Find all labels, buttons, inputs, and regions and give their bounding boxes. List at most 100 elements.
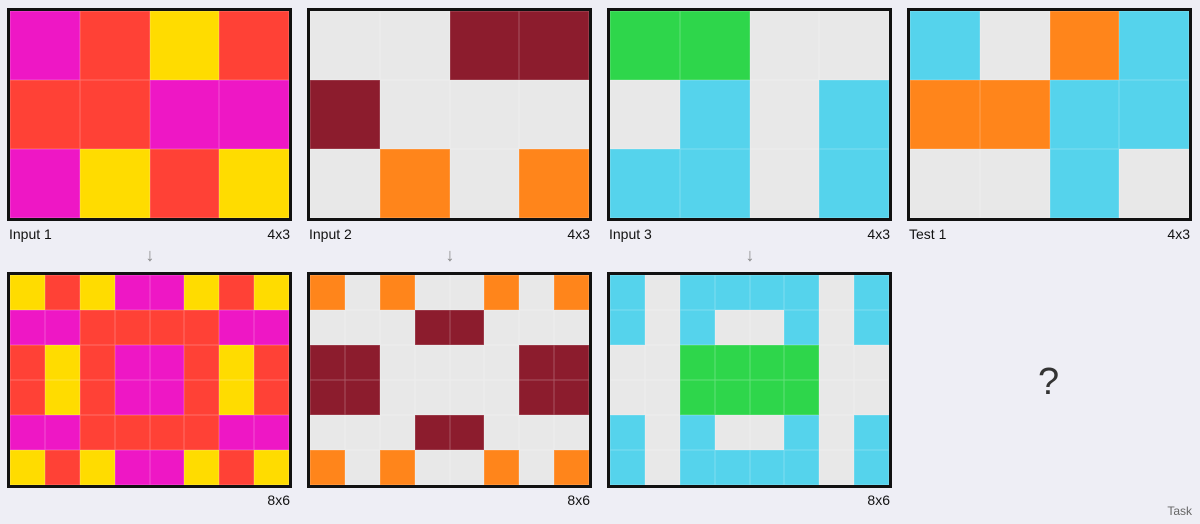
grid-cell [449, 450, 485, 485]
grid-cell [184, 450, 220, 485]
grid-cell [310, 275, 345, 310]
grid-cell [679, 345, 715, 380]
grid-cell [484, 345, 520, 380]
grid-cell [344, 275, 380, 310]
grid-cell [979, 11, 1050, 80]
grid-cell [449, 380, 485, 415]
grid-cell [414, 380, 450, 415]
grid-cell [519, 345, 555, 380]
grid-cell [219, 80, 289, 149]
grid-cell [714, 450, 750, 485]
grid-cell [484, 415, 520, 450]
grid-cell [1119, 149, 1189, 218]
grid-cell [679, 415, 715, 450]
grid-cell [784, 345, 820, 380]
grid-cell [310, 380, 345, 415]
grid-cell [310, 345, 345, 380]
grid-cell [519, 415, 555, 450]
grid-cell [644, 415, 680, 450]
grid-cell [184, 380, 220, 415]
grid-cell [1119, 80, 1189, 149]
grid-cell [379, 415, 415, 450]
grid-cell [414, 450, 450, 485]
grid-cell [10, 11, 80, 80]
test-1-grid [907, 8, 1192, 221]
grid-cell [79, 310, 115, 345]
grid-cell [554, 310, 589, 345]
grid-cell [310, 450, 345, 485]
grid-cell [449, 415, 485, 450]
grid-cell [79, 149, 150, 218]
grid-cell [554, 345, 589, 380]
grid-cell [149, 380, 185, 415]
grid-cell [644, 380, 680, 415]
input-2-label: Input 2 [309, 226, 352, 242]
grid-cell [149, 80, 220, 149]
unknown-output-mark: ? [1038, 361, 1060, 403]
grid-cell [854, 345, 889, 380]
grid-cell [819, 11, 889, 80]
grid-cell [344, 415, 380, 450]
grid-cell [819, 80, 889, 149]
grid-cell [554, 415, 589, 450]
grid-cell [749, 149, 820, 218]
grid-cell [379, 380, 415, 415]
grid-cell [79, 415, 115, 450]
grid-cell [484, 380, 520, 415]
grid-cell [114, 345, 150, 380]
grid-cell [749, 450, 785, 485]
input-3-grid [607, 8, 892, 221]
grid-cell [610, 80, 680, 149]
input-3-label: Input 3 [609, 226, 652, 242]
grid-cell [379, 275, 415, 310]
grid-cell [10, 310, 45, 345]
grid-cell [679, 450, 715, 485]
grid-cell [10, 415, 45, 450]
arrow-down-icon: ↓ [745, 245, 755, 265]
grid-cell [979, 80, 1050, 149]
grid-cell [714, 310, 750, 345]
grid-cell [819, 450, 855, 485]
grid-cell [610, 149, 680, 218]
input-1-label: Input 1 [9, 226, 52, 242]
grid-cell [644, 450, 680, 485]
grid-cell [254, 450, 289, 485]
grid-cell [219, 415, 255, 450]
grid-cell [219, 275, 255, 310]
test-1-label: Test 1 [909, 226, 947, 242]
grid-cell [114, 450, 150, 485]
grid-cell [44, 450, 80, 485]
grid-cell [854, 275, 889, 310]
grid-cell [819, 415, 855, 450]
grid-cell [610, 11, 680, 80]
grid-cell [449, 345, 485, 380]
grid-cell [484, 275, 520, 310]
grid-cell [679, 149, 750, 218]
grid-cell [819, 310, 855, 345]
grid-cell [910, 11, 980, 80]
grid-cell [379, 450, 415, 485]
grid-cell [554, 275, 589, 310]
grid-cell [344, 310, 380, 345]
grid-cell [114, 415, 150, 450]
grid-cell [749, 345, 785, 380]
grid-cell [749, 415, 785, 450]
grid-cell [644, 275, 680, 310]
grid-cell [310, 80, 380, 149]
grid-cell [149, 149, 220, 218]
grid-cell [219, 310, 255, 345]
grid-cell [149, 345, 185, 380]
grid-cell [610, 275, 645, 310]
grid-cell [219, 345, 255, 380]
grid-cell [10, 275, 45, 310]
grid-cell [1049, 80, 1120, 149]
grid-cell [379, 345, 415, 380]
grid-cell [79, 345, 115, 380]
grid-cell [519, 275, 555, 310]
arrow-down-icon: ↓ [445, 245, 455, 265]
grid-cell [714, 275, 750, 310]
grid-cell [449, 310, 485, 345]
grid-cell [10, 80, 80, 149]
grid-cell [254, 380, 289, 415]
grid-cell [254, 275, 289, 310]
